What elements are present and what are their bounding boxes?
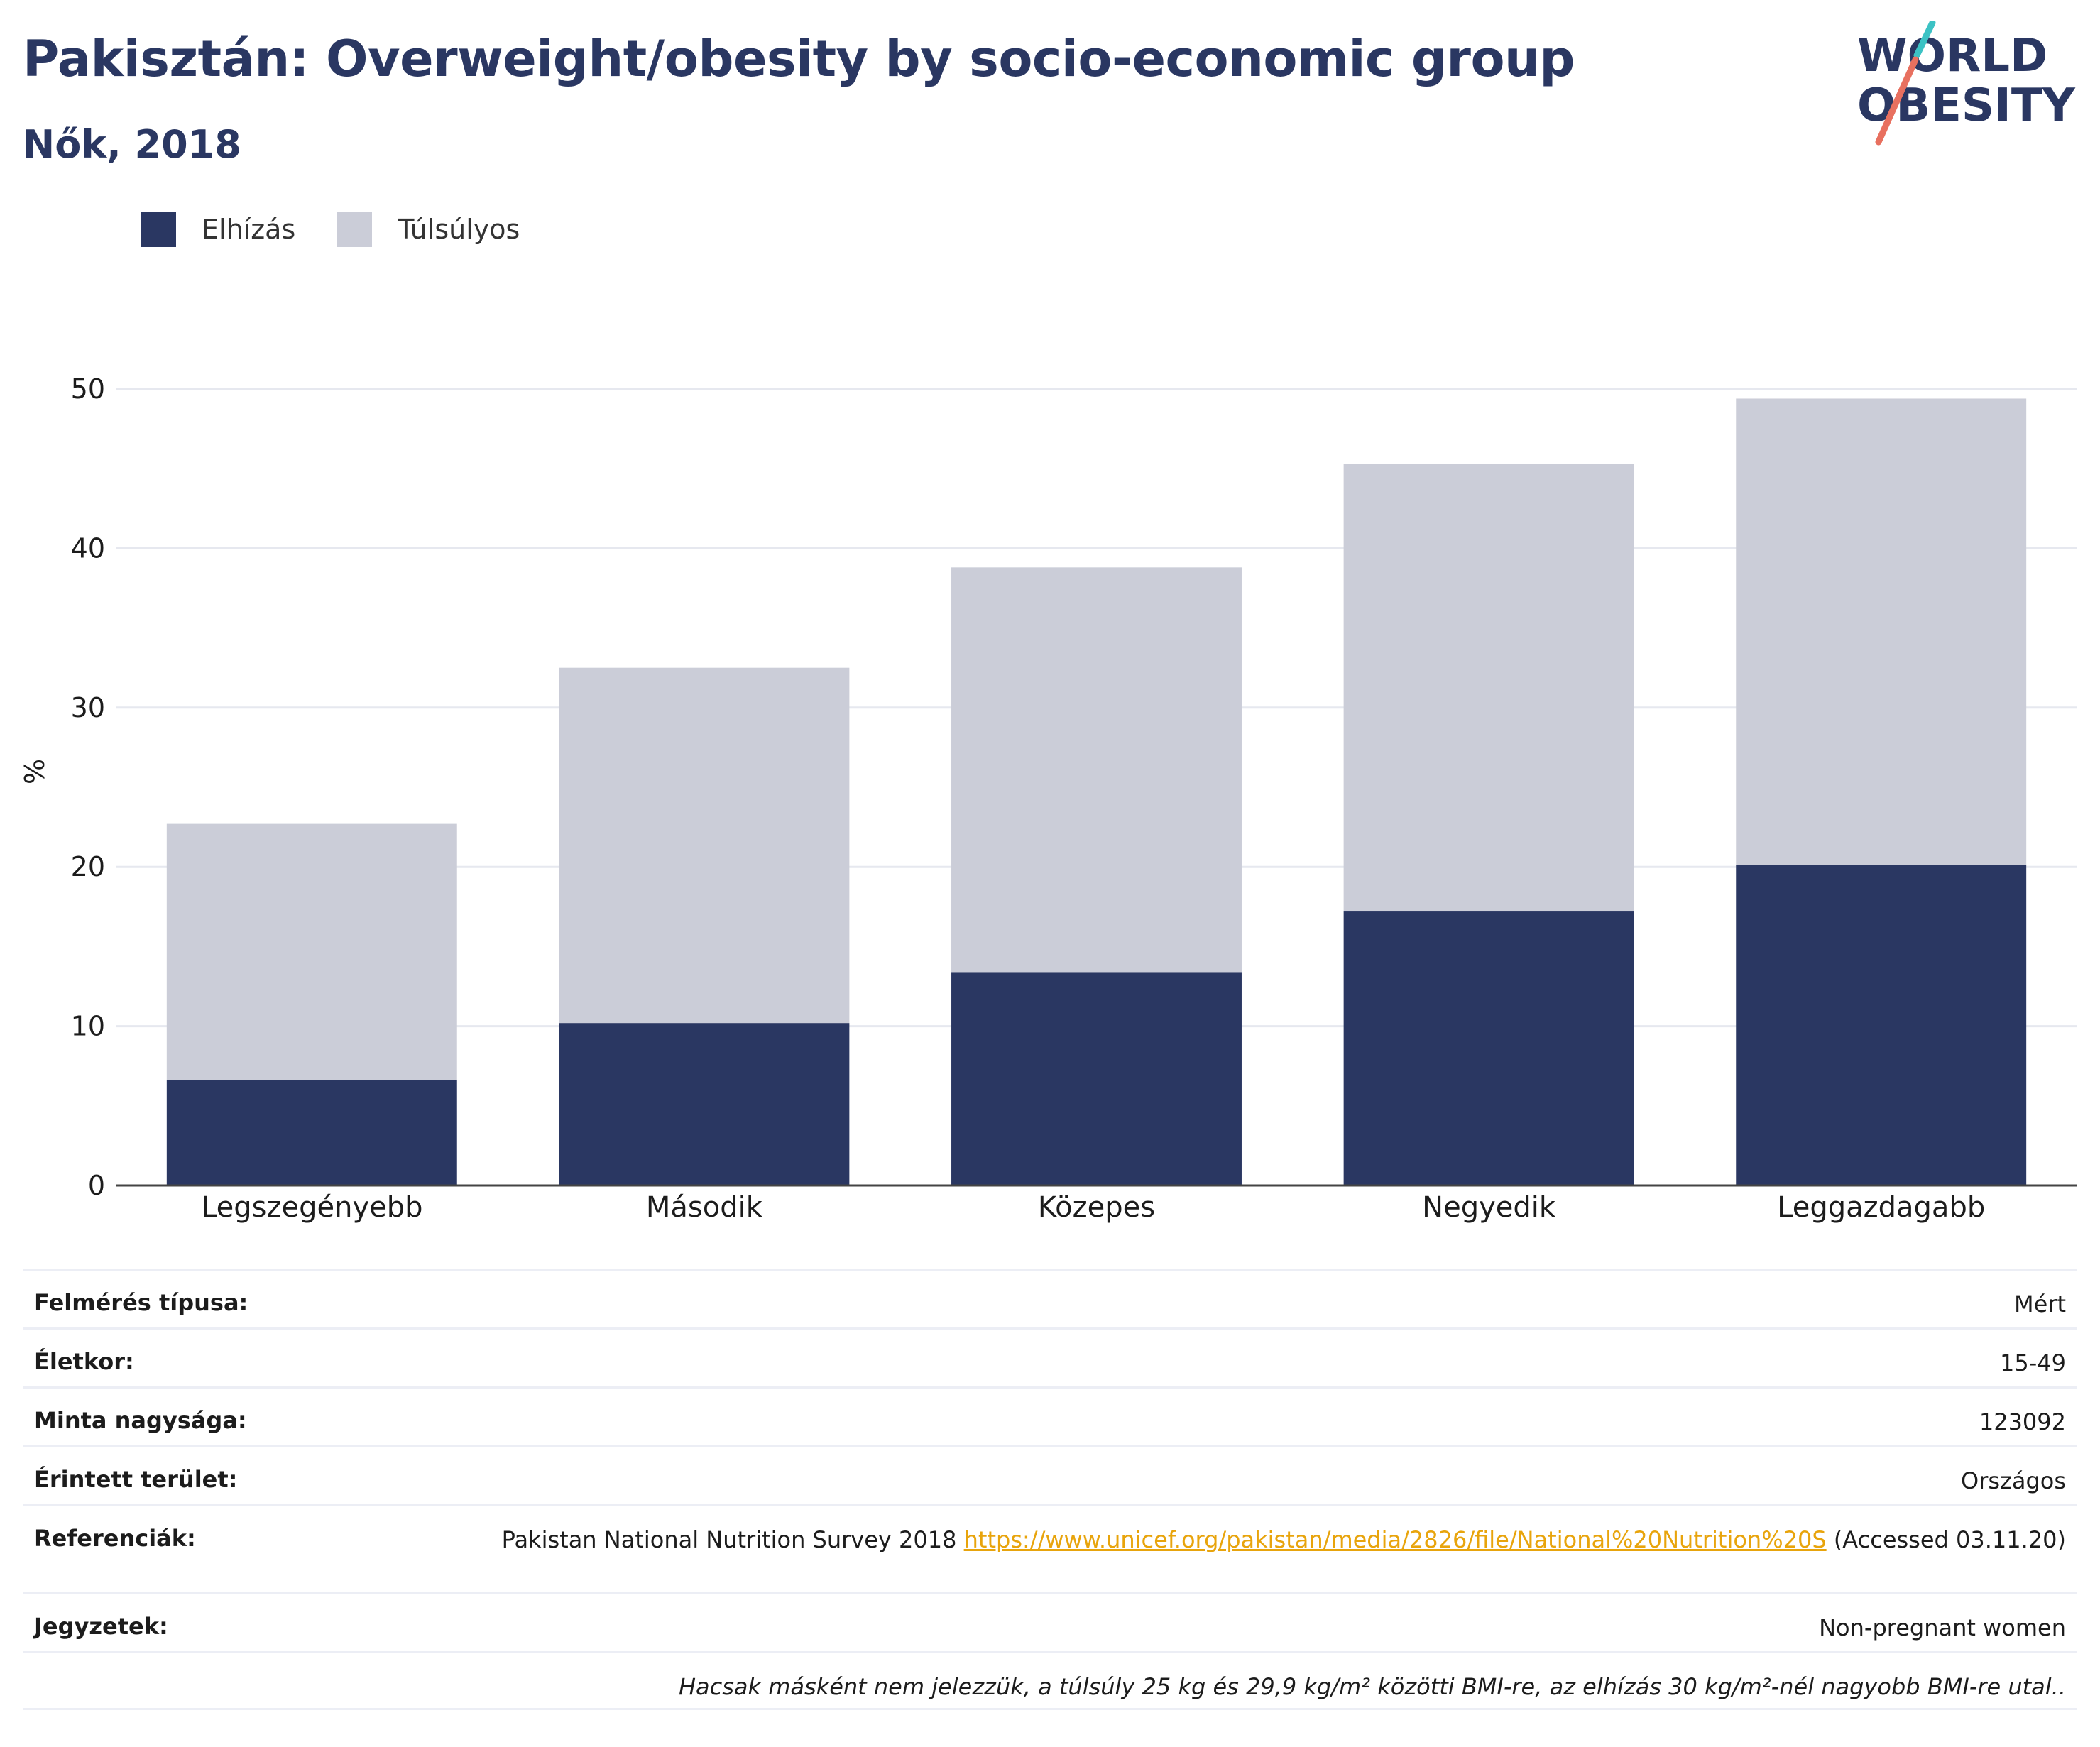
meta-value-survey-type: Mért: [2014, 1291, 2066, 1318]
meta-value-age: 15-49: [2000, 1349, 2066, 1376]
metadata-table: Felmérés típusa: Mért Életkor: 15-49 Min…: [23, 1269, 2077, 1710]
legend-label-obesity: Elhízás: [202, 214, 296, 245]
bar-obesity: [1343, 911, 1634, 1185]
world-obesity-logo: WORLD OBESITY: [1857, 21, 2075, 146]
x-tick-label: Negyedik: [1422, 1191, 1556, 1224]
meta-row-sample-size: Minta nagysága: 123092: [23, 1386, 2077, 1445]
x-tick-label: Közepes: [1038, 1191, 1155, 1224]
footnote-text: Hacsak másként nem jelezzük, a túlsúly 2…: [678, 1673, 2066, 1700]
y-tick-label: 10: [71, 1011, 105, 1042]
legend-label-overweight: Túlsúlyos: [398, 214, 520, 245]
reference-link[interactable]: https://www.unicef.org/pakistan/media/28…: [963, 1526, 1827, 1553]
meta-label-area: Érintett terület:: [34, 1466, 238, 1493]
meta-row-age: Életkor: 15-49: [23, 1327, 2077, 1386]
bar-obesity: [559, 1023, 850, 1185]
chart-subtitle: Nők, 2018: [23, 122, 241, 167]
meta-value-area: Országos: [1961, 1467, 2066, 1494]
legend: Elhízás Túlsúlyos: [141, 209, 561, 249]
meta-row-area: Érintett terület: Országos: [23, 1445, 2077, 1504]
meta-row-survey-type: Felmérés típusa: Mért: [23, 1269, 2077, 1327]
x-tick-label: Legszegényebb: [201, 1191, 422, 1224]
meta-label-references: Referenciák:: [34, 1525, 196, 1552]
legend-item-overweight[interactable]: Túlsúlyos: [337, 212, 520, 247]
x-tick-label: Második: [646, 1191, 763, 1224]
logo-slash-teal: [1913, 21, 1936, 59]
meta-row-references: Referenciák: Pakistan National Nutrition…: [23, 1504, 2077, 1592]
x-axis: Legszegényebb Második Közepes Negyedik Legga…: [116, 1184, 2077, 1224]
meta-label-survey-type: Felmérés típusa:: [34, 1289, 248, 1316]
bar-chart: 0 10 20 30 40 50 Legszegényebb Második Közepes N…: [19, 373, 2077, 1224]
y-tick-label: 40: [71, 532, 105, 564]
meta-row-notes: Jegyzetek: Non-pregnant women: [23, 1592, 2077, 1651]
y-tick-label: 0: [88, 1170, 105, 1201]
logo-text-world: WORLD: [1857, 30, 2047, 82]
bars: [166, 398, 2027, 1185]
legend-swatch-obesity: [141, 212, 176, 247]
y-axis-ticks: 0 10 20 30 40 50: [71, 373, 105, 1201]
y-tick-label: 30: [71, 692, 105, 723]
meta-label-sample-size: Minta nagysága:: [34, 1407, 247, 1434]
reference-text: Pakistan National Nutrition Survey 2018: [501, 1526, 964, 1553]
bar-overweight: [1343, 464, 1634, 912]
reference-accessed: (Accessed 03.11.20): [1826, 1526, 2066, 1553]
bar-overweight: [1736, 398, 2027, 865]
bar-overweight: [559, 667, 850, 1024]
y-tick-label: 20: [71, 851, 105, 882]
bar-overweight: [166, 823, 457, 1080]
bar-obesity: [1736, 865, 2027, 1185]
x-tick-label: Leggazdagabb: [1777, 1191, 1985, 1224]
bar-overweight: [951, 567, 1242, 973]
bar-obesity: [951, 972, 1242, 1185]
meta-label-notes: Jegyzetek:: [34, 1613, 168, 1640]
legend-swatch-overweight: [337, 212, 373, 247]
meta-value-sample-size: 123092: [1979, 1408, 2066, 1435]
bar-obesity: [166, 1080, 457, 1185]
legend-item-obesity[interactable]: Elhízás: [141, 212, 295, 247]
chart-title: Pakisztán: Overweight/obesity by socio-e…: [23, 30, 1575, 88]
meta-value-notes: Non-pregnant women: [1819, 1614, 2066, 1641]
meta-value-references: Pakistan National Nutrition Survey 2018 …: [502, 1525, 2066, 1555]
y-tick-label: 50: [71, 373, 105, 405]
y-axis-label: %: [19, 759, 50, 784]
meta-row-footnote: Hacsak másként nem jelezzük, a túlsúly 2…: [23, 1651, 2077, 1710]
meta-label-age: Életkor:: [34, 1348, 134, 1375]
logo-slash-red: [1875, 56, 1919, 146]
